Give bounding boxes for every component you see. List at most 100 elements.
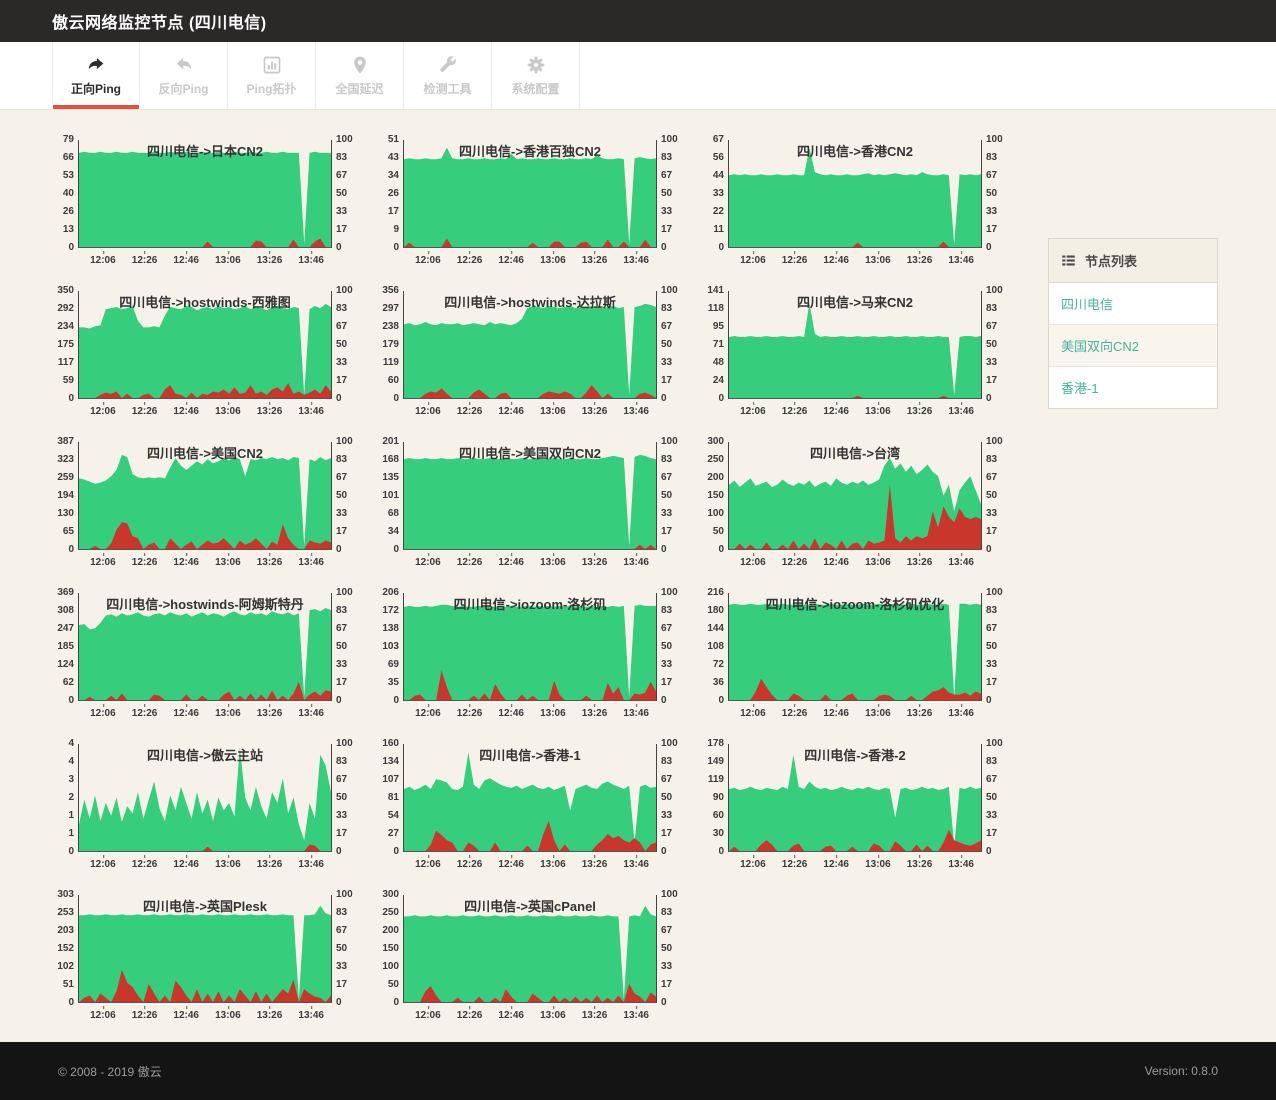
tab-label: 系统配置 bbox=[511, 81, 560, 96]
y-tick-label: 168 bbox=[382, 454, 399, 465]
x-axis: 12:06 12:26 12:46 13:06 13:26 13:46 bbox=[403, 402, 657, 418]
x-tick-label: 12:26 bbox=[781, 402, 808, 417]
chart-plot[interactable]: 四川电信->hostwinds-西雅图 bbox=[78, 291, 332, 399]
x-tick-label: 13:26 bbox=[256, 855, 283, 870]
x-tick-label: 13:26 bbox=[581, 704, 608, 719]
x-tick-label: 13:46 bbox=[948, 553, 974, 568]
y-tick-label: 43 bbox=[387, 152, 399, 163]
loss-area bbox=[79, 969, 331, 1002]
chart-plot[interactable]: 四川电信->iozoom-洛杉矶 bbox=[403, 593, 657, 701]
node-list-item[interactable]: 美国双向CN2 bbox=[1049, 325, 1217, 367]
x-tick-label: 12:46 bbox=[173, 1006, 199, 1021]
x-tick-label: 12:46 bbox=[173, 553, 199, 568]
chart-plot[interactable]: 四川电信->日本CN2 bbox=[78, 140, 332, 248]
y-tick-label: 83 bbox=[336, 454, 348, 465]
chart-plot[interactable]: 四川电信->英国cPanel bbox=[403, 895, 657, 1003]
y-tick-label: 100 bbox=[661, 134, 678, 145]
chart-canvas bbox=[729, 754, 981, 851]
x-tick-label: 13:06 bbox=[540, 1006, 566, 1021]
y-tick-label: 24 bbox=[712, 375, 724, 386]
y-axis-right: 100 83 67 50 33 17 0 bbox=[986, 739, 1012, 857]
y-tick-label: 0 bbox=[393, 846, 399, 857]
latency-area bbox=[404, 303, 656, 398]
y-tick-label: 67 bbox=[661, 925, 673, 936]
x-tick-label: 13:46 bbox=[623, 704, 649, 719]
y-tick-label: 67 bbox=[661, 623, 673, 634]
y-tick-label: 0 bbox=[393, 544, 399, 555]
chart-plot[interactable]: 四川电信->马来CN2 bbox=[728, 291, 982, 399]
x-tick-label: 12:26 bbox=[456, 402, 483, 417]
tab-national-latency[interactable]: 全国延迟 bbox=[316, 42, 404, 109]
node-list-header: 节点列表 bbox=[1049, 239, 1217, 283]
chart-plot[interactable]: 四川电信->iozoom-洛杉矶优化 bbox=[728, 593, 982, 701]
node-list-item[interactable]: 四川电信 bbox=[1049, 283, 1217, 325]
y-tick-label: 17 bbox=[336, 224, 348, 235]
loss-area bbox=[79, 238, 331, 247]
y-tick-label: 2 bbox=[68, 792, 74, 803]
x-tick-label: 13:46 bbox=[298, 855, 324, 870]
y-tick-label: 17 bbox=[986, 224, 998, 235]
tab-label: 检测工具 bbox=[423, 81, 472, 96]
y-tick-label: 81 bbox=[387, 792, 399, 803]
ping-chart: 141 118 95 71 48 24 0 四川电信->马来CN2 100 83 67 50 33 1… bbox=[698, 281, 1014, 423]
y-tick-label: 100 bbox=[986, 738, 1003, 749]
x-tick-label: 13:46 bbox=[948, 251, 974, 266]
x-tick-label: 13:06 bbox=[865, 402, 891, 417]
chart-plot[interactable]: 四川电信->傲云主站 bbox=[78, 744, 332, 852]
chart-plot[interactable]: 四川电信->hostwinds-阿姆斯特丹 bbox=[78, 593, 332, 701]
copyright-text: © 2008 - 2019 傲云 bbox=[58, 1064, 162, 1079]
y-tick-label: 83 bbox=[986, 152, 998, 163]
y-tick-label: 369 bbox=[57, 587, 74, 598]
y-tick-label: 33 bbox=[661, 357, 673, 368]
x-tick-label: 12:26 bbox=[781, 855, 808, 870]
tab-forward-ping[interactable]: 正向Ping bbox=[52, 42, 140, 109]
chart-plot[interactable]: 四川电信->美国双向CN2 bbox=[403, 442, 657, 550]
y-tick-label: 100 bbox=[661, 285, 678, 296]
y-tick-label: 50 bbox=[336, 641, 348, 652]
y-tick-label: 33 bbox=[661, 206, 673, 217]
y-tick-label: 17 bbox=[986, 526, 998, 537]
y-tick-label: 178 bbox=[707, 738, 724, 749]
tab-reverse-ping[interactable]: 反向Ping bbox=[140, 42, 228, 109]
y-axis-right: 100 83 67 50 33 17 0 bbox=[661, 437, 687, 555]
chart-canvas bbox=[79, 905, 331, 1002]
y-tick-label: 90 bbox=[712, 792, 724, 803]
chart-canvas bbox=[404, 147, 656, 247]
x-axis: 12:06 12:26 12:46 13:06 13:26 13:46 bbox=[78, 402, 332, 418]
chart-plot[interactable]: 四川电信->香港-2 bbox=[728, 744, 982, 852]
chart-title: 四川电信->台湾 bbox=[810, 446, 900, 461]
x-tick-label: 13:06 bbox=[540, 704, 566, 719]
chart-plot[interactable]: 四川电信->英国Plesk bbox=[78, 895, 332, 1003]
y-tick-label: 50 bbox=[986, 490, 998, 501]
chart-title: 四川电信->iozoom-洛杉矶优化 bbox=[765, 597, 945, 612]
y-tick-label: 67 bbox=[986, 623, 998, 634]
tab-ping-topology[interactable]: Ping拓扑 bbox=[228, 42, 316, 109]
y-tick-label: 247 bbox=[57, 623, 74, 634]
tab-detect-tools[interactable]: 检测工具 bbox=[404, 42, 492, 109]
chart-plot[interactable]: 四川电信->香港百独CN2 bbox=[403, 140, 657, 248]
y-tick-label: 33 bbox=[336, 659, 348, 670]
y-tick-label: 83 bbox=[661, 605, 673, 616]
chart-plot[interactable]: 四川电信->台湾 bbox=[728, 442, 982, 550]
x-tick-label: 12:26 bbox=[456, 855, 483, 870]
x-axis: 12:06 12:26 12:46 13:06 13:26 13:46 bbox=[403, 855, 657, 871]
y-tick-label: 4 bbox=[68, 756, 74, 767]
x-tick-label: 13:06 bbox=[215, 251, 241, 266]
chart-plot[interactable]: 四川电信->美国CN2 bbox=[78, 442, 332, 550]
y-tick-label: 135 bbox=[382, 472, 399, 483]
y-axis-right: 100 83 67 50 33 17 0 bbox=[986, 286, 1012, 404]
y-axis-left: 201 168 135 101 68 34 0 bbox=[373, 437, 399, 555]
y-tick-label: 103 bbox=[382, 641, 399, 652]
chart-plot[interactable]: 四川电信->hostwinds-达拉斯 bbox=[403, 291, 657, 399]
y-tick-label: 107 bbox=[382, 774, 399, 785]
chart-title: 四川电信->hostwinds-阿姆斯特丹 bbox=[106, 597, 304, 612]
chart-title: 四川电信->英国cPanel bbox=[464, 899, 596, 914]
tab-system-config[interactable]: 系统配置 bbox=[492, 42, 580, 109]
y-tick-label: 0 bbox=[336, 393, 342, 404]
chart-plot[interactable]: 四川电信->香港CN2 bbox=[728, 140, 982, 248]
chart-plot[interactable]: 四川电信->香港-1 bbox=[403, 744, 657, 852]
x-tick-label: 13:26 bbox=[256, 402, 283, 417]
y-tick-label: 79 bbox=[62, 134, 74, 145]
node-list-item[interactable]: 香港-1 bbox=[1049, 367, 1217, 408]
